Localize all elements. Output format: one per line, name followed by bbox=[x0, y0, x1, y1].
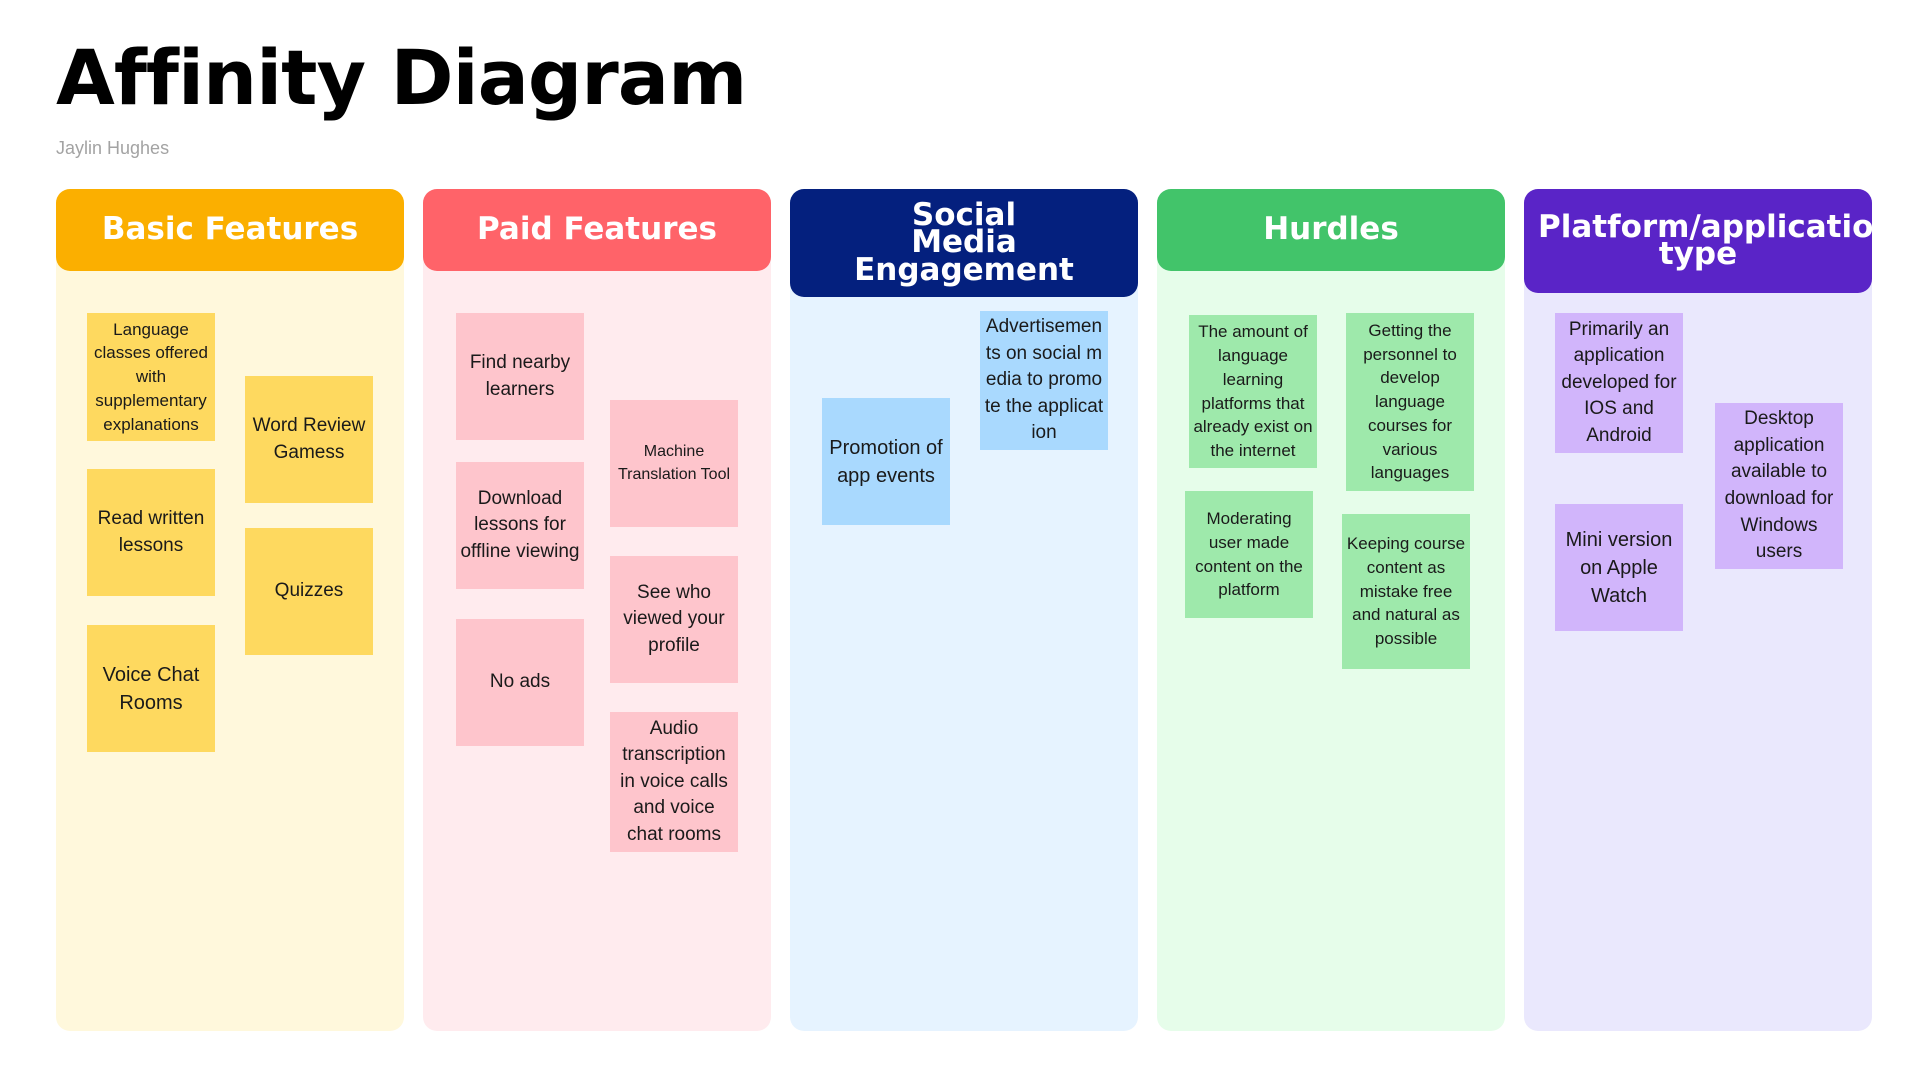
sticky-note[interactable]: Voice Chat Rooms bbox=[87, 625, 215, 752]
sticky-note[interactable]: Primarily an application developed for I… bbox=[1555, 313, 1683, 453]
author-name: Jaylin Hughes bbox=[56, 138, 170, 158]
sticky-note[interactable]: The amount of language learning platform… bbox=[1189, 315, 1317, 468]
column-header-label: Basic Features bbox=[101, 211, 359, 248]
column-header-platform-application-type: Platform/application type bbox=[1524, 189, 1896, 293]
column-basic-features: Basic Features Language classes offered … bbox=[56, 189, 404, 1031]
sticky-note[interactable]: Getting the personnel to develop languag… bbox=[1346, 313, 1474, 491]
column-social-media-engagement: Social Media Engagement Advertisements o… bbox=[790, 189, 1138, 1031]
page-title: Affinity Diagram bbox=[56, 33, 747, 122]
sticky-note[interactable]: Desktop application available to downloa… bbox=[1715, 403, 1843, 569]
sticky-note[interactable]: No ads bbox=[456, 619, 584, 746]
sticky-note[interactable]: Machine Translation Tool bbox=[610, 400, 738, 527]
sticky-note[interactable]: Find nearby learners bbox=[456, 313, 584, 440]
column-paid-features: Paid Features Find nearby learners Machi… bbox=[423, 189, 771, 1031]
column-header-hurdles: Hurdles bbox=[1157, 189, 1505, 271]
column-header-label: Platform/application type bbox=[1538, 208, 1896, 272]
column-header-basic-features: Basic Features bbox=[56, 189, 404, 271]
column-header-label: Social Media Engagement bbox=[854, 197, 1074, 288]
sticky-note[interactable]: Language classes offered with supplement… bbox=[87, 313, 215, 441]
sticky-note[interactable]: Read written lessons bbox=[87, 469, 215, 596]
sticky-note[interactable]: Moderating user made content on the plat… bbox=[1185, 491, 1313, 618]
column-header-label: Paid Features bbox=[477, 211, 717, 248]
sticky-note[interactable]: Mini version on Apple Watch bbox=[1555, 504, 1683, 631]
sticky-note[interactable]: Keeping course content as mistake free a… bbox=[1342, 514, 1470, 669]
column-header-label: Hurdles bbox=[1263, 211, 1399, 248]
sticky-note[interactable]: Advertisements on social media to promot… bbox=[980, 311, 1108, 450]
column-hurdles: Hurdles The amount of language learning … bbox=[1157, 189, 1505, 1031]
sticky-note[interactable]: Audio transcription in voice calls and v… bbox=[610, 712, 738, 852]
sticky-note[interactable]: See who viewed your profile bbox=[610, 556, 738, 683]
sticky-note[interactable]: Download lessons for offline viewing bbox=[456, 462, 584, 589]
column-header-social-media-engagement: Social Media Engagement bbox=[790, 189, 1138, 297]
sticky-note[interactable]: Word Review Gamess bbox=[245, 376, 373, 503]
sticky-note[interactable]: Promotion of app events bbox=[822, 398, 950, 525]
column-header-paid-features: Paid Features bbox=[423, 189, 771, 271]
sticky-note[interactable]: Quizzes bbox=[245, 528, 373, 655]
column-platform-application-type: Platform/application type Primarily an a… bbox=[1524, 189, 1896, 1031]
